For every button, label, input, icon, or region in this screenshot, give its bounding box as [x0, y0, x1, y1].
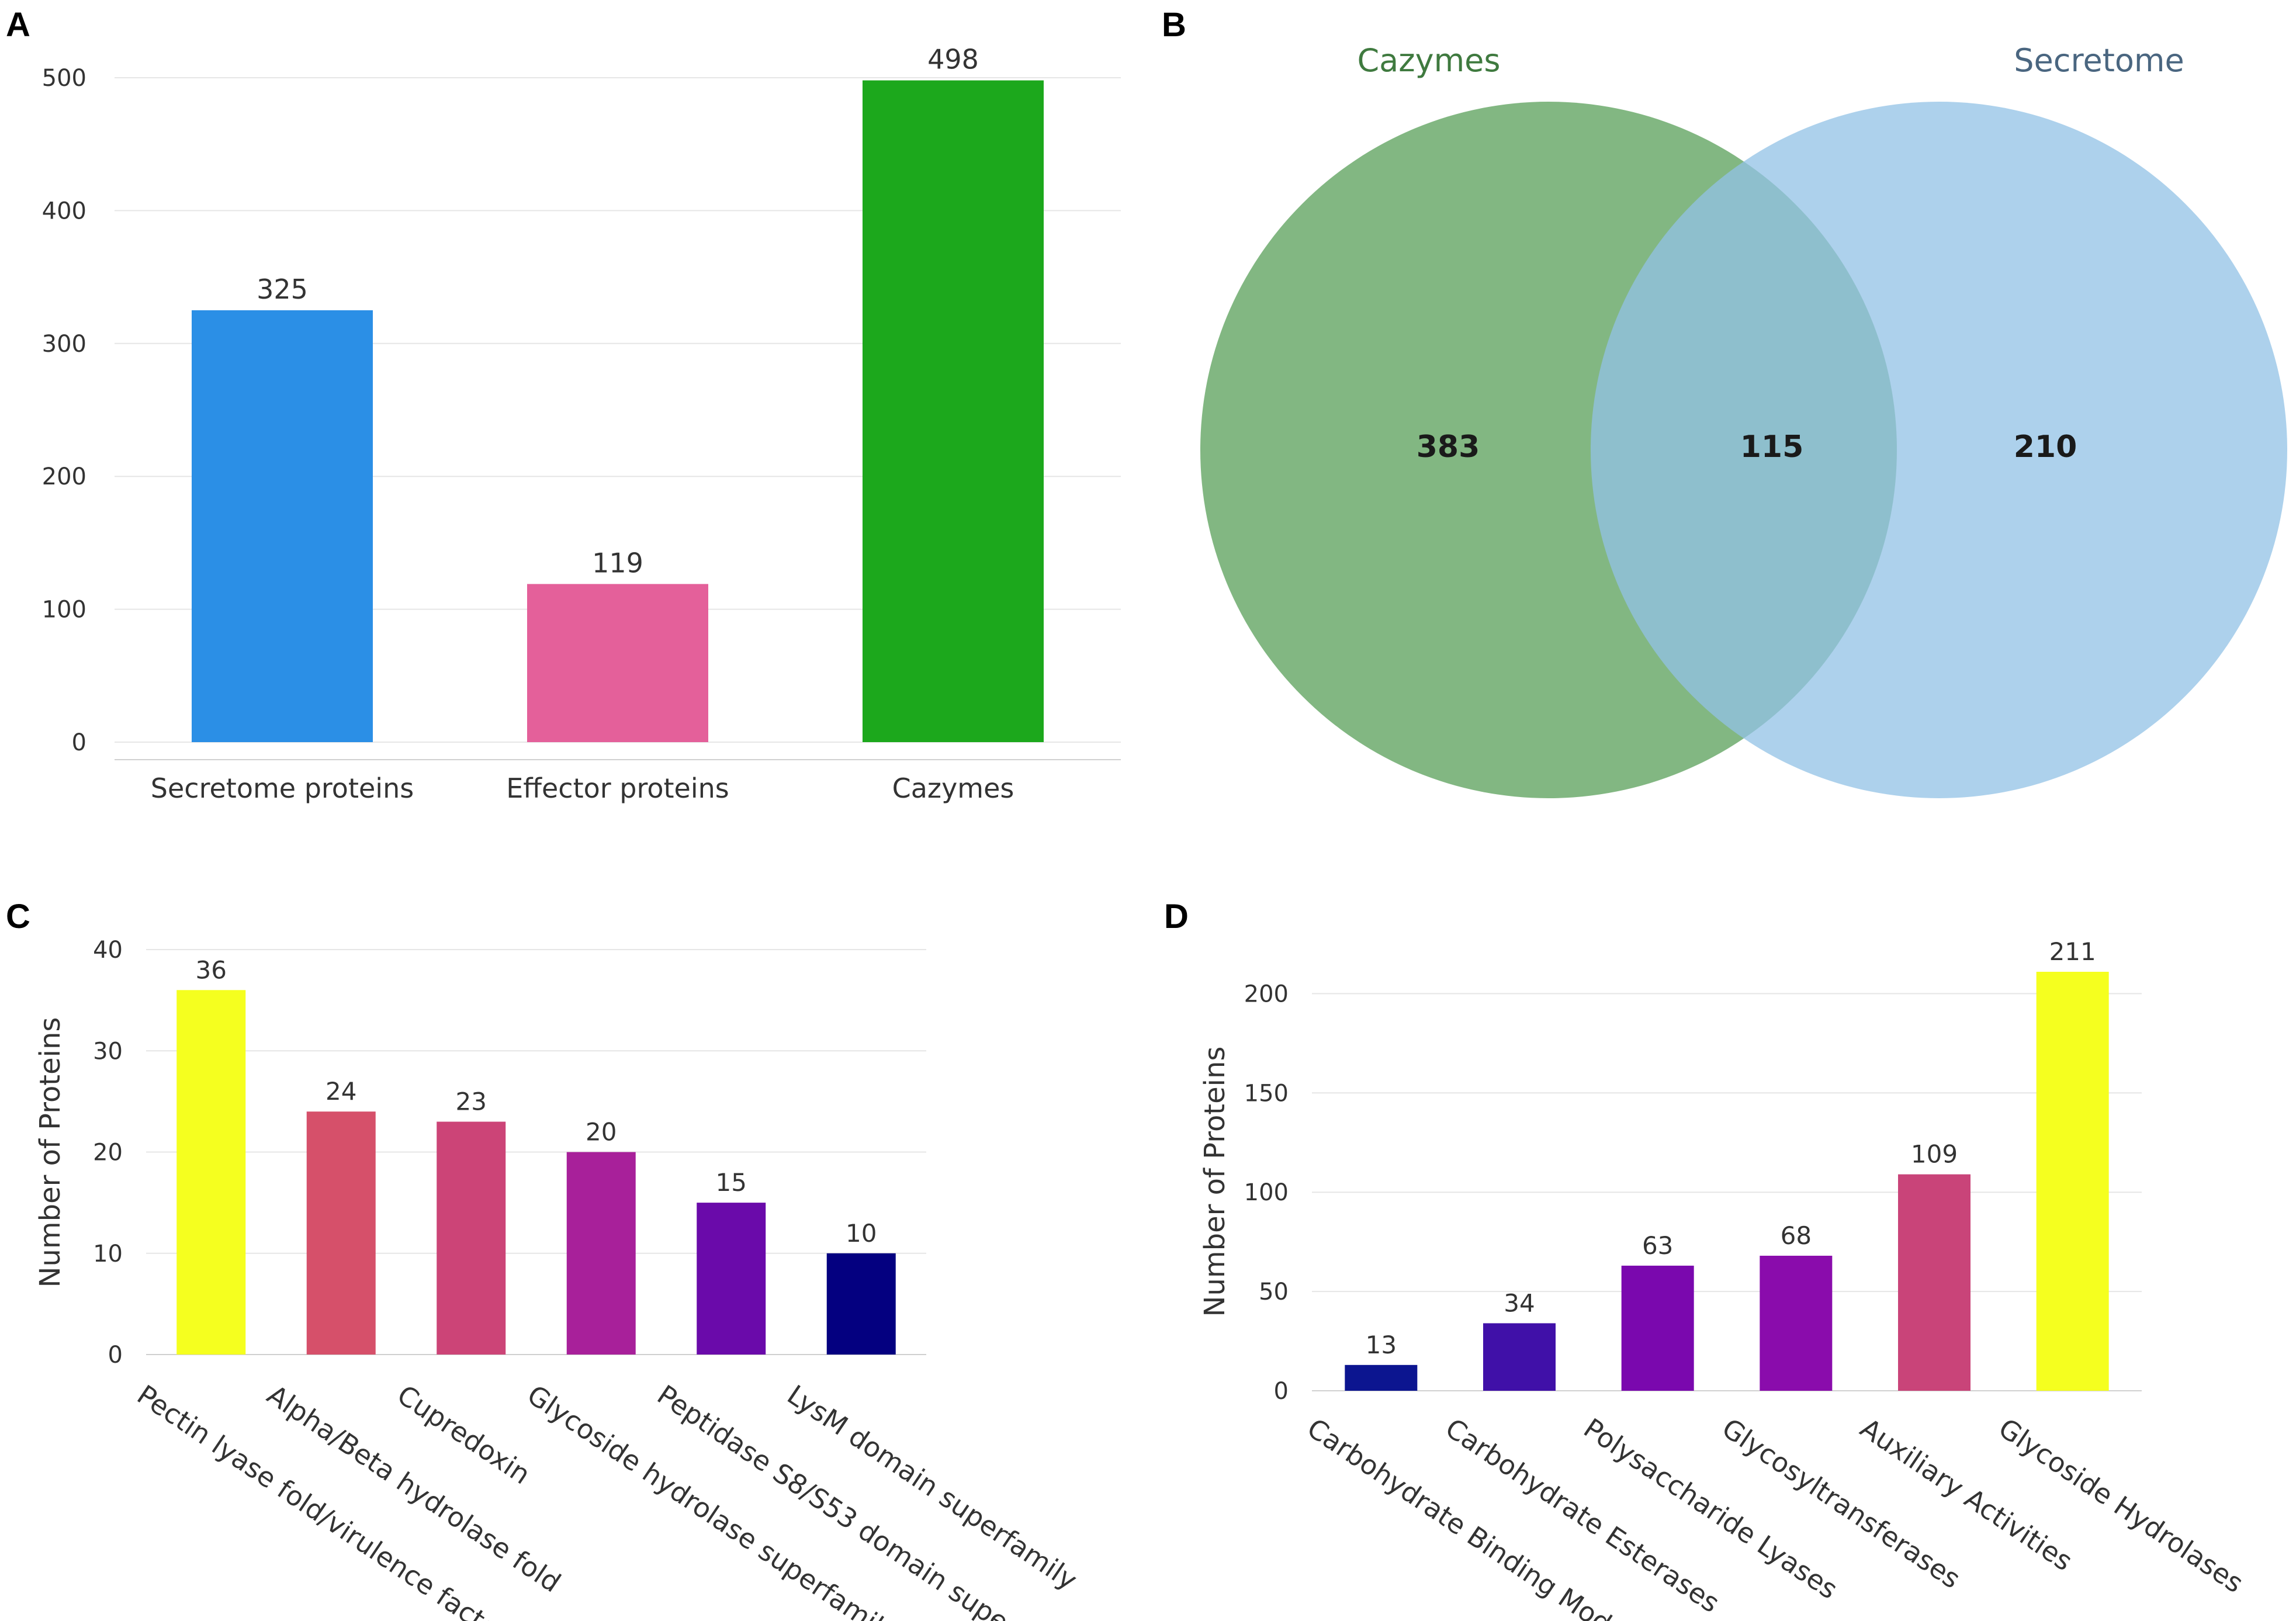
- bar-value-label-c-0: 36: [196, 955, 227, 984]
- bar-value-label-d-3: 68: [1781, 1221, 1812, 1250]
- bar-d-1: [1483, 1323, 1556, 1391]
- venn-diagram-cazymes-secretome: Cazymes Secretome 383 115 210: [1200, 42, 2287, 798]
- bar-value-label-d-5: 211: [2049, 937, 2096, 966]
- x-tick-label-d-2: Polysaccharide Lyases: [1578, 1412, 1844, 1605]
- venn-count-secretome-only: 210: [2014, 430, 2077, 465]
- panel-label-a: A: [6, 6, 30, 44]
- venn-title-cazymes: Cazymes: [1357, 42, 1500, 79]
- bar-c-5: [826, 1253, 896, 1355]
- bar-value-label-d-0: 13: [1366, 1331, 1397, 1359]
- y-tick-label-d-0: 0: [1274, 1378, 1289, 1405]
- y-tick-label-d-150: 150: [1244, 1080, 1289, 1107]
- y-tick-label-a-300: 300: [42, 331, 86, 358]
- bar-value-label-c-5: 10: [846, 1219, 877, 1248]
- y-tick-label-a-200: 200: [42, 463, 86, 490]
- bar-a-0: [192, 310, 373, 742]
- y-axis-title-c: Number of Proteins: [34, 1017, 67, 1288]
- y-tick-label-a-500: 500: [42, 65, 86, 92]
- panel-label-c: C: [6, 898, 30, 936]
- bar-d-2: [1621, 1265, 1694, 1391]
- y-tick-label-c-30: 30: [93, 1038, 123, 1065]
- venn-circle-secretome: [1591, 102, 2287, 798]
- y-tick-label-c-20: 20: [93, 1139, 123, 1166]
- bar-value-label-a-2: 498: [927, 44, 979, 75]
- venn-count-cazymes-only: 383: [1417, 430, 1480, 465]
- bar-value-label-d-1: 34: [1504, 1289, 1535, 1317]
- y-tick-label-d-100: 100: [1244, 1179, 1289, 1206]
- chart-a-secretome-effector-cazymes: 0 100 200 300 400 500 325 Secretome proteins 119…: [42, 44, 1121, 804]
- bar-value-label-d-4: 109: [1911, 1140, 1958, 1169]
- bar-value-label-c-3: 20: [586, 1118, 617, 1147]
- bar-a-1: [527, 584, 708, 742]
- bar-d-5: [2036, 972, 2109, 1391]
- panel-label-b: B: [1162, 6, 1186, 44]
- bar-value-label-c-1: 24: [325, 1077, 356, 1106]
- x-tick-label-a-2: Cazymes: [892, 773, 1014, 804]
- bar-c-3: [566, 1152, 636, 1355]
- bar-a-2: [863, 80, 1044, 743]
- x-tick-label-a-1: Effector proteins: [506, 773, 729, 804]
- venn-count-intersection: 115: [1740, 430, 1804, 465]
- bar-d-0: [1345, 1364, 1418, 1391]
- bar-c-1: [306, 1111, 376, 1355]
- y-tick-label-c-10: 10: [93, 1241, 123, 1267]
- y-tick-label-c-40: 40: [93, 937, 123, 964]
- bar-d-4: [1898, 1174, 1971, 1391]
- x-tick-label-d-3: Glycosyltransferases: [1716, 1412, 1966, 1595]
- y-tick-label-a-400: 400: [42, 198, 86, 224]
- bar-c-0: [176, 990, 246, 1355]
- y-tick-label-d-50: 50: [1259, 1279, 1289, 1305]
- bar-value-label-c-4: 15: [716, 1168, 747, 1197]
- bar-value-label-c-2: 23: [456, 1087, 487, 1116]
- y-tick-label-c-0: 0: [108, 1342, 123, 1369]
- bar-value-label-a-0: 325: [257, 273, 308, 305]
- bar-c-4: [697, 1203, 766, 1355]
- bar-value-label-a-1: 119: [592, 547, 643, 579]
- bar-value-label-d-2: 63: [1642, 1231, 1673, 1260]
- x-tick-label-d-1: Carbohydrate Esterases: [1440, 1412, 1726, 1619]
- y-tick-label-a-100: 100: [42, 597, 86, 624]
- x-tick-label-a-0: Secretome proteins: [151, 773, 414, 804]
- x-tick-label-d-5: Glycoside Hydrolases: [1993, 1412, 2249, 1599]
- panel-label-d: D: [1164, 898, 1189, 936]
- venn-title-secretome: Secretome: [2014, 42, 2184, 79]
- y-axis-title-d: Number of Proteins: [1199, 1047, 1231, 1317]
- bar-c-2: [437, 1121, 506, 1355]
- chart-d-cazyme-classes: 0 50 100 150 200 Number of Proteins 13 Carbohyd…: [1199, 937, 2249, 1621]
- bar-d-3: [1760, 1255, 1833, 1391]
- y-tick-label-a-0: 0: [72, 729, 86, 756]
- y-tick-label-d-200: 200: [1244, 981, 1289, 1007]
